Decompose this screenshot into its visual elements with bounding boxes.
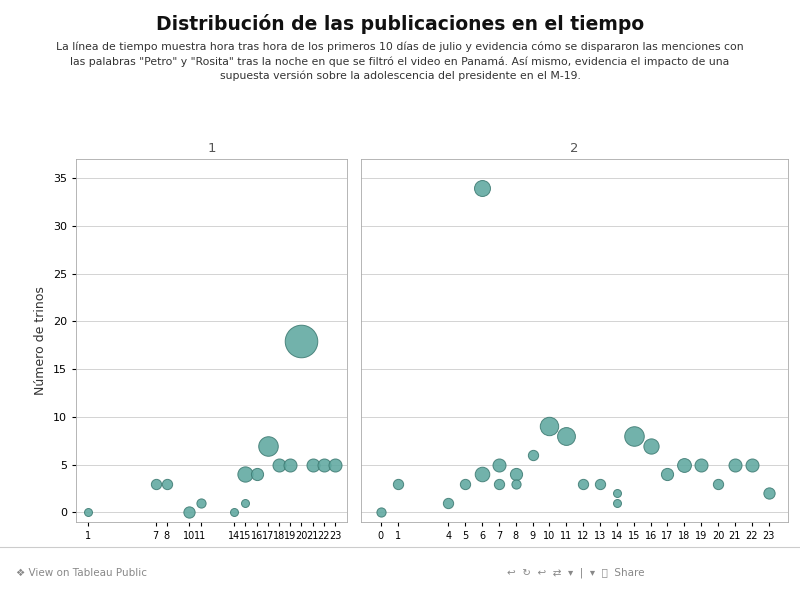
- Point: [150, 479, 162, 488]
- Point: [442, 498, 454, 508]
- Text: ↩  ↻  ↩  ⇄  ▾  |  ▾  ⬜  Share: ↩ ↻ ↩ ⇄ ▾ | ▾ ⬜ Share: [507, 568, 645, 578]
- Point: [295, 335, 308, 345]
- Point: [239, 469, 252, 479]
- Point: [627, 431, 640, 441]
- Point: [661, 469, 674, 479]
- Point: [194, 498, 207, 508]
- Point: [329, 460, 342, 469]
- Point: [746, 460, 758, 469]
- Y-axis label: Número de trinos: Número de trinos: [34, 286, 47, 395]
- Point: [475, 183, 488, 193]
- Point: [560, 431, 573, 441]
- Point: [228, 508, 241, 517]
- Point: [610, 488, 623, 498]
- Point: [510, 469, 522, 479]
- Point: [306, 460, 319, 469]
- Point: [493, 479, 506, 488]
- Point: [543, 422, 556, 431]
- Point: [262, 441, 274, 451]
- Text: Distribución de las publicaciones en el tiempo: Distribución de las publicaciones en el …: [156, 14, 644, 34]
- Point: [493, 460, 506, 469]
- Text: ❖ View on Tableau Public: ❖ View on Tableau Public: [16, 568, 147, 578]
- Point: [644, 441, 657, 451]
- Point: [183, 508, 196, 517]
- Point: [458, 479, 471, 488]
- Title: 2: 2: [570, 142, 579, 155]
- Title: 1: 1: [207, 142, 216, 155]
- Point: [250, 469, 263, 479]
- Point: [694, 460, 707, 469]
- Point: [577, 479, 590, 488]
- Point: [273, 460, 286, 469]
- Point: [284, 460, 297, 469]
- Point: [510, 479, 522, 488]
- Point: [374, 508, 387, 517]
- Point: [594, 479, 606, 488]
- Point: [729, 460, 742, 469]
- Text: La línea de tiempo muestra hora tras hora de los primeros 10 días de julio y evi: La línea de tiempo muestra hora tras hor…: [56, 42, 744, 81]
- Point: [610, 498, 623, 508]
- Point: [161, 479, 174, 488]
- Point: [762, 488, 775, 498]
- Point: [712, 479, 725, 488]
- Point: [678, 460, 690, 469]
- Point: [82, 508, 94, 517]
- Point: [239, 498, 252, 508]
- Point: [391, 479, 404, 488]
- Point: [318, 460, 330, 469]
- Point: [526, 451, 539, 460]
- Point: [475, 469, 488, 479]
